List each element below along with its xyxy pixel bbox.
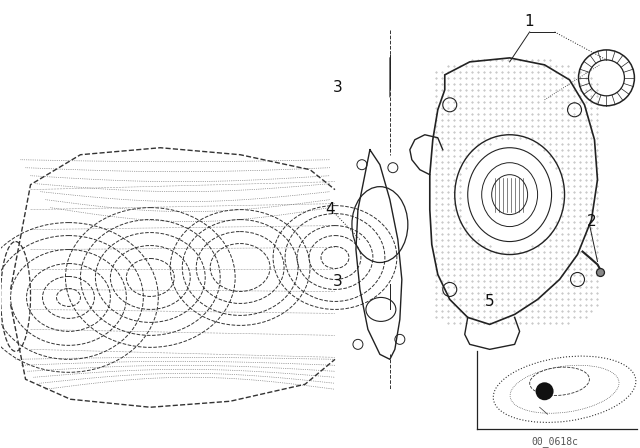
Text: 00_0618c: 00_0618c	[531, 436, 578, 447]
Text: 2: 2	[587, 214, 596, 229]
Circle shape	[536, 382, 554, 400]
Text: 5: 5	[485, 294, 495, 309]
Text: 4: 4	[325, 202, 335, 217]
Text: 3: 3	[333, 274, 343, 289]
Text: 1: 1	[525, 14, 534, 30]
Circle shape	[596, 268, 604, 276]
Text: 3: 3	[333, 80, 343, 95]
